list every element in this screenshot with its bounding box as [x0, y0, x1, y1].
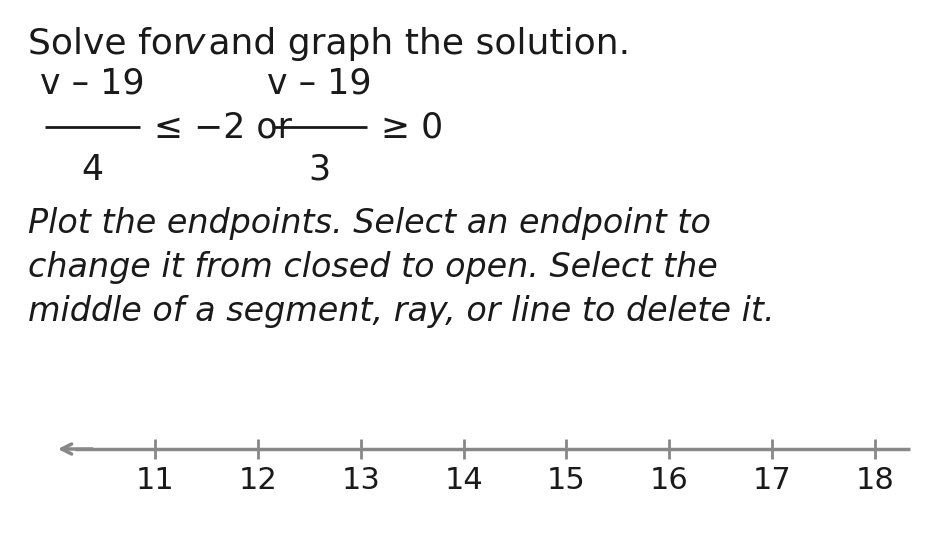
Text: ≤ −2 or: ≤ −2 or	[154, 110, 292, 144]
Text: change it from closed to open. Select the: change it from closed to open. Select th…	[28, 251, 718, 284]
Text: 15: 15	[547, 466, 586, 495]
Text: 11: 11	[135, 466, 174, 495]
Text: Plot the endpoints. Select an endpoint to: Plot the endpoints. Select an endpoint t…	[28, 207, 710, 240]
Text: 14: 14	[445, 466, 483, 495]
Text: ≥ 0: ≥ 0	[381, 110, 443, 144]
Text: Solve for: Solve for	[28, 27, 200, 61]
Text: middle of a segment, ray, or line to delete it.: middle of a segment, ray, or line to del…	[28, 295, 775, 328]
Text: v – 19: v – 19	[267, 67, 372, 101]
Text: v: v	[183, 27, 204, 61]
Text: 17: 17	[753, 466, 792, 495]
Text: 18: 18	[855, 466, 894, 495]
Text: 3: 3	[308, 153, 330, 187]
Text: 12: 12	[238, 466, 277, 495]
Text: 16: 16	[650, 466, 689, 495]
Text: 4: 4	[81, 153, 103, 187]
Text: 13: 13	[342, 466, 380, 495]
Text: and graph the solution.: and graph the solution.	[197, 27, 630, 61]
Text: v – 19: v – 19	[40, 67, 145, 101]
